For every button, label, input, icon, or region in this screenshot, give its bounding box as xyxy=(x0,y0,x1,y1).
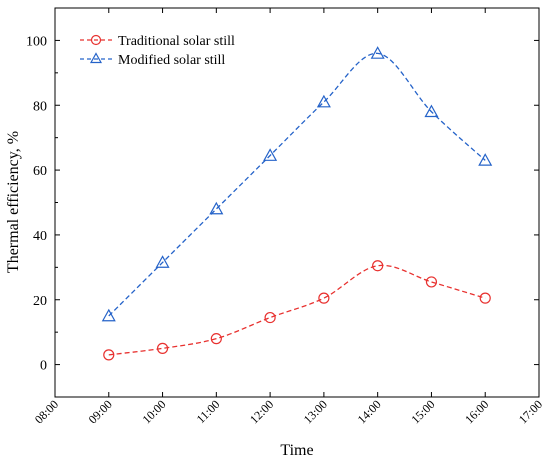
data-point xyxy=(424,104,439,118)
data-point xyxy=(372,260,384,272)
y-tick-label: 60 xyxy=(33,164,47,179)
legend-label-1: Modified solar still xyxy=(118,53,225,68)
data-point xyxy=(318,292,330,304)
x-axis: 08:00 09:00 10:00 11:00 12:00 13:00 14:00 15:00… xyxy=(32,8,545,426)
series-0 xyxy=(103,260,491,361)
x-tick-label: 11:00 xyxy=(194,397,223,426)
data-point xyxy=(478,153,493,166)
x-tick-label: 14:00 xyxy=(355,397,384,426)
x-tick-label: 08:00 xyxy=(32,397,61,426)
legend-marker-1 xyxy=(89,52,103,64)
legend-entry-1: Modified solar still xyxy=(80,52,225,68)
data-point xyxy=(209,201,224,215)
x-tick-label: 10:00 xyxy=(139,397,168,426)
data-point xyxy=(263,148,278,161)
data-point xyxy=(316,94,331,108)
x-tick-label: 12:00 xyxy=(247,397,276,426)
data-point xyxy=(425,276,438,288)
series-layer xyxy=(101,46,493,361)
x-axis-label: Time xyxy=(280,442,313,459)
data-point xyxy=(101,308,116,322)
y-tick-label: 0 xyxy=(40,359,47,374)
x-tick-label: 16:00 xyxy=(462,397,491,426)
y-tick-label: 20 xyxy=(33,294,47,309)
data-point xyxy=(156,342,169,354)
x-tick-label: 15:00 xyxy=(408,397,437,426)
y-tick-label: 40 xyxy=(33,229,47,244)
data-point xyxy=(479,292,491,304)
series-1 xyxy=(101,46,493,322)
data-point xyxy=(155,255,170,268)
y-axis-label: Thermal efficiency, % xyxy=(5,131,22,273)
legend: Traditional solar still Modified solar s… xyxy=(80,34,235,68)
series-line-0 xyxy=(108,264,486,356)
y-tick-label: 80 xyxy=(33,99,47,114)
legend-entry-0: Traditional solar still xyxy=(80,34,235,49)
data-point xyxy=(210,333,222,345)
x-tick-label: 09:00 xyxy=(86,397,115,426)
y-tick-label: 100 xyxy=(26,34,47,49)
data-point xyxy=(370,46,385,59)
x-tick-label: 13:00 xyxy=(301,397,330,426)
x-tick-label: 17:00 xyxy=(516,397,545,426)
data-point xyxy=(103,349,115,361)
data-point xyxy=(264,311,276,324)
y-axis: 0 20 40 60 80 100 xyxy=(26,7,539,398)
series-line-1 xyxy=(108,52,486,317)
legend-label-0: Traditional solar still xyxy=(118,34,235,49)
legend-marker-0 xyxy=(90,34,102,46)
